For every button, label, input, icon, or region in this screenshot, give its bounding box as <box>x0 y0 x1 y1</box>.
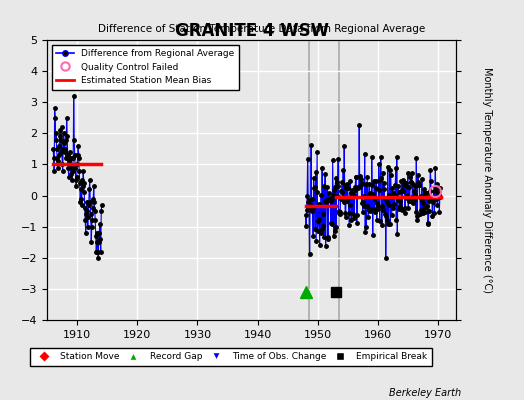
Text: Difference of Station Temperature Data from Regional Average: Difference of Station Temperature Data f… <box>99 24 425 34</box>
Y-axis label: Monthly Temperature Anomaly Difference (°C): Monthly Temperature Anomaly Difference (… <box>482 67 492 293</box>
Title: GRANITE 4 WSW: GRANITE 4 WSW <box>174 22 329 40</box>
Legend: Station Move, Record Gap, Time of Obs. Change, Empirical Break: Station Move, Record Gap, Time of Obs. C… <box>30 348 432 366</box>
Text: Berkeley Earth: Berkeley Earth <box>389 388 461 398</box>
